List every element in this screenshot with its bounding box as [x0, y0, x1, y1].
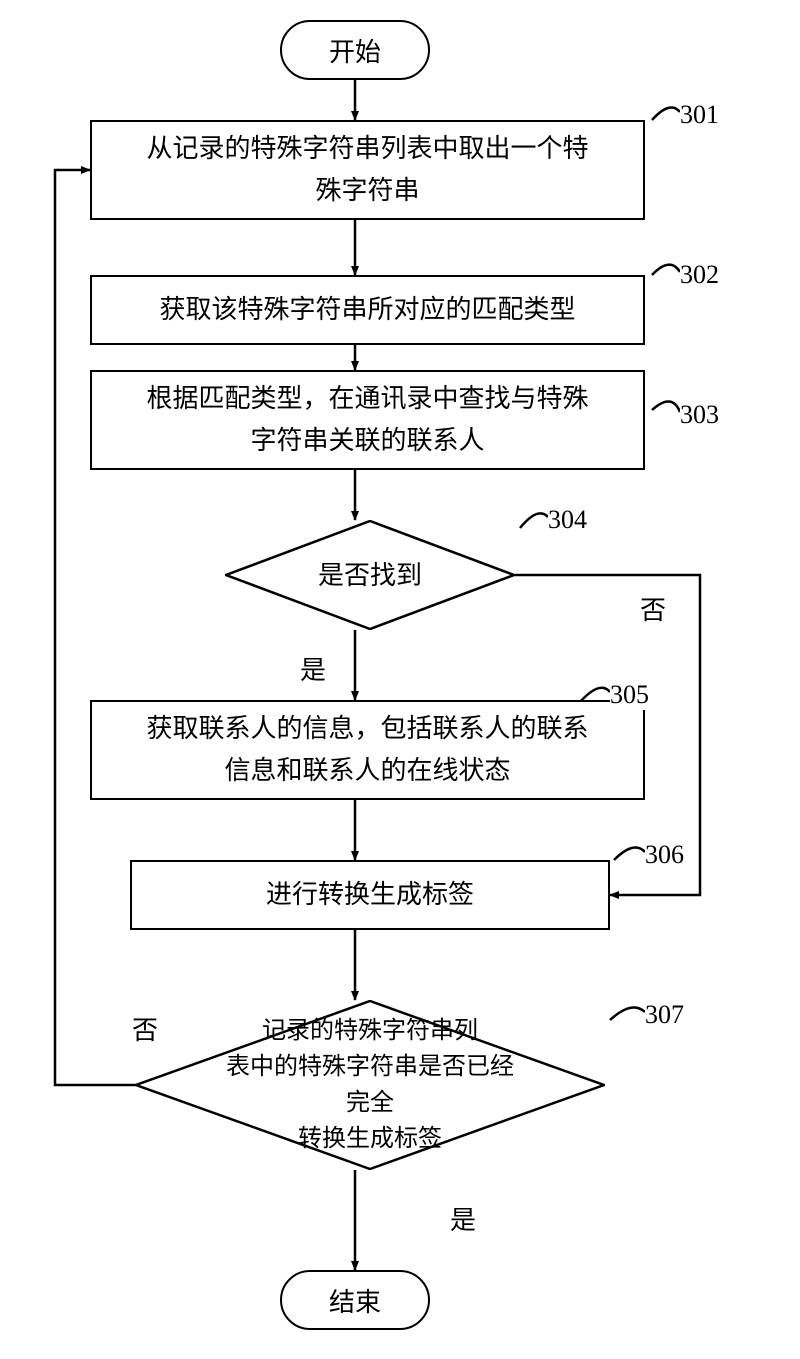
step-label-301: 301 — [680, 100, 719, 130]
process-301-text: 从记录的特殊字符串列表中取出一个特 殊字符串 — [146, 128, 588, 211]
process-305-text: 获取联系人的信息，包括联系人的联系 信息和联系人的在线状态 — [146, 708, 588, 791]
start-text: 开始 — [329, 32, 381, 69]
step-label-307: 307 — [645, 1000, 684, 1030]
process-303: 根据匹配类型，在通讯录中查找与特殊 字符串关联的联系人 — [90, 370, 645, 470]
decision-304-text: 是否找到 — [318, 556, 422, 595]
end-terminator: 结束 — [280, 1270, 430, 1330]
step-label-302: 302 — [680, 260, 719, 290]
process-305: 获取联系人的信息，包括联系人的联系 信息和联系人的在线状态 — [90, 700, 645, 800]
process-302-text: 获取该特殊字符串所对应的匹配类型 — [159, 289, 575, 331]
step-label-305: 305 — [610, 680, 649, 710]
edge-label-304-yes: 是 — [300, 650, 326, 687]
start-terminator: 开始 — [280, 20, 430, 80]
end-text: 结束 — [329, 1282, 381, 1319]
edge-label-307-yes: 是 — [450, 1200, 476, 1237]
decision-307-text: 记录的特殊字符串列 表中的特殊字符串是否已经完全 转换生成标签 — [220, 1013, 521, 1157]
process-301: 从记录的特殊字符串列表中取出一个特 殊字符串 — [90, 120, 645, 220]
process-303-text: 根据匹配类型，在通讯录中查找与特殊 字符串关联的联系人 — [146, 378, 588, 461]
edge-label-307-no: 否 — [132, 1010, 158, 1047]
step-label-304: 304 — [548, 505, 587, 535]
flowchart-canvas: 开始 从记录的特殊字符串列表中取出一个特 殊字符串 获取该特殊字符串所对应的匹配… — [0, 0, 800, 1359]
decision-307: 记录的特殊字符串列 表中的特殊字符串是否已经完全 转换生成标签 — [135, 1000, 605, 1170]
process-306-text: 进行转换生成标签 — [266, 874, 474, 916]
process-306: 进行转换生成标签 — [130, 860, 610, 930]
step-label-306: 306 — [645, 840, 684, 870]
process-302: 获取该特殊字符串所对应的匹配类型 — [90, 275, 645, 345]
step-label-303: 303 — [680, 400, 719, 430]
decision-304: 是否找到 — [225, 520, 515, 630]
edge-label-304-no: 否 — [640, 590, 666, 627]
